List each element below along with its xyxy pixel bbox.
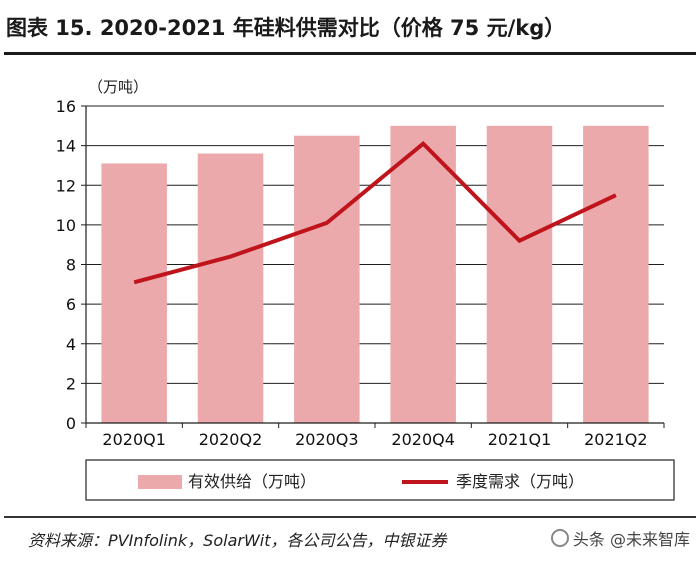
y-tick-label: 8 bbox=[66, 256, 76, 275]
bar-supply-2021Q2 bbox=[583, 125, 649, 423]
y-tick-label: 2 bbox=[66, 374, 76, 393]
source-note: 资料来源：PVInfolink，SolarWit，各公司公告，中银证券 bbox=[28, 531, 447, 550]
y-tick-label: 12 bbox=[56, 176, 76, 195]
watermark-text: 头条 @未来智库 bbox=[572, 530, 690, 549]
y-tick-label: 0 bbox=[66, 414, 76, 433]
legend-label-supply: 有效供给（万吨） bbox=[188, 472, 316, 491]
title-divider bbox=[4, 52, 696, 55]
tick-labels: 0 2 4 6 8 10 12 14 16 2020Q1 2020Q2 2020Q3 2020Q4 202… bbox=[56, 97, 648, 449]
bar-supply-2020Q2 bbox=[197, 153, 264, 424]
line-demand bbox=[133, 140, 617, 285]
legend: 有效供给（万吨） 季度需求（万吨） bbox=[85, 459, 675, 501]
chart: 0 2 4 6 8 10 12 14 16 2020Q1 2020Q2 2020Q3 2020Q4 202… bbox=[56, 78, 675, 501]
axes bbox=[81, 105, 665, 428]
source-divider bbox=[4, 516, 696, 518]
line-series bbox=[133, 140, 617, 285]
y-tick-label: 6 bbox=[66, 295, 76, 314]
x-tick-label: 2020Q2 bbox=[199, 430, 263, 449]
legend-label-demand: 季度需求（万吨） bbox=[456, 472, 584, 491]
legend-frame bbox=[85, 459, 675, 501]
x-tick-label: 2020Q4 bbox=[391, 430, 455, 449]
y-tick-label: 14 bbox=[56, 137, 76, 156]
x-tick-label: 2020Q3 bbox=[295, 430, 359, 449]
bar-supply-2021Q1 bbox=[486, 125, 553, 423]
y-axis-unit-label: （万吨） bbox=[88, 78, 148, 96]
circle-logo-icon bbox=[550, 529, 569, 547]
x-tick-label: 2021Q2 bbox=[584, 430, 648, 449]
watermark: 头条 @未来智库 bbox=[550, 526, 690, 550]
x-tick-label: 2020Q1 bbox=[102, 430, 166, 449]
legend-swatch-supply bbox=[138, 475, 182, 489]
bar-series bbox=[101, 125, 649, 424]
grid-lines bbox=[86, 105, 664, 384]
x-tick-label: 2021Q1 bbox=[488, 430, 552, 449]
y-tick-label: 16 bbox=[56, 97, 76, 116]
bar-supply-2020Q3 bbox=[294, 135, 360, 423]
bar-supply-2020Q1 bbox=[101, 163, 167, 424]
bar-supply-2020Q4 bbox=[390, 125, 456, 423]
y-tick-label: 10 bbox=[56, 216, 76, 235]
chart-title: 图表 15. 2020-2021 年硅料供需对比（价格 75 元/kg） bbox=[6, 16, 566, 40]
y-tick-label: 4 bbox=[66, 335, 76, 354]
